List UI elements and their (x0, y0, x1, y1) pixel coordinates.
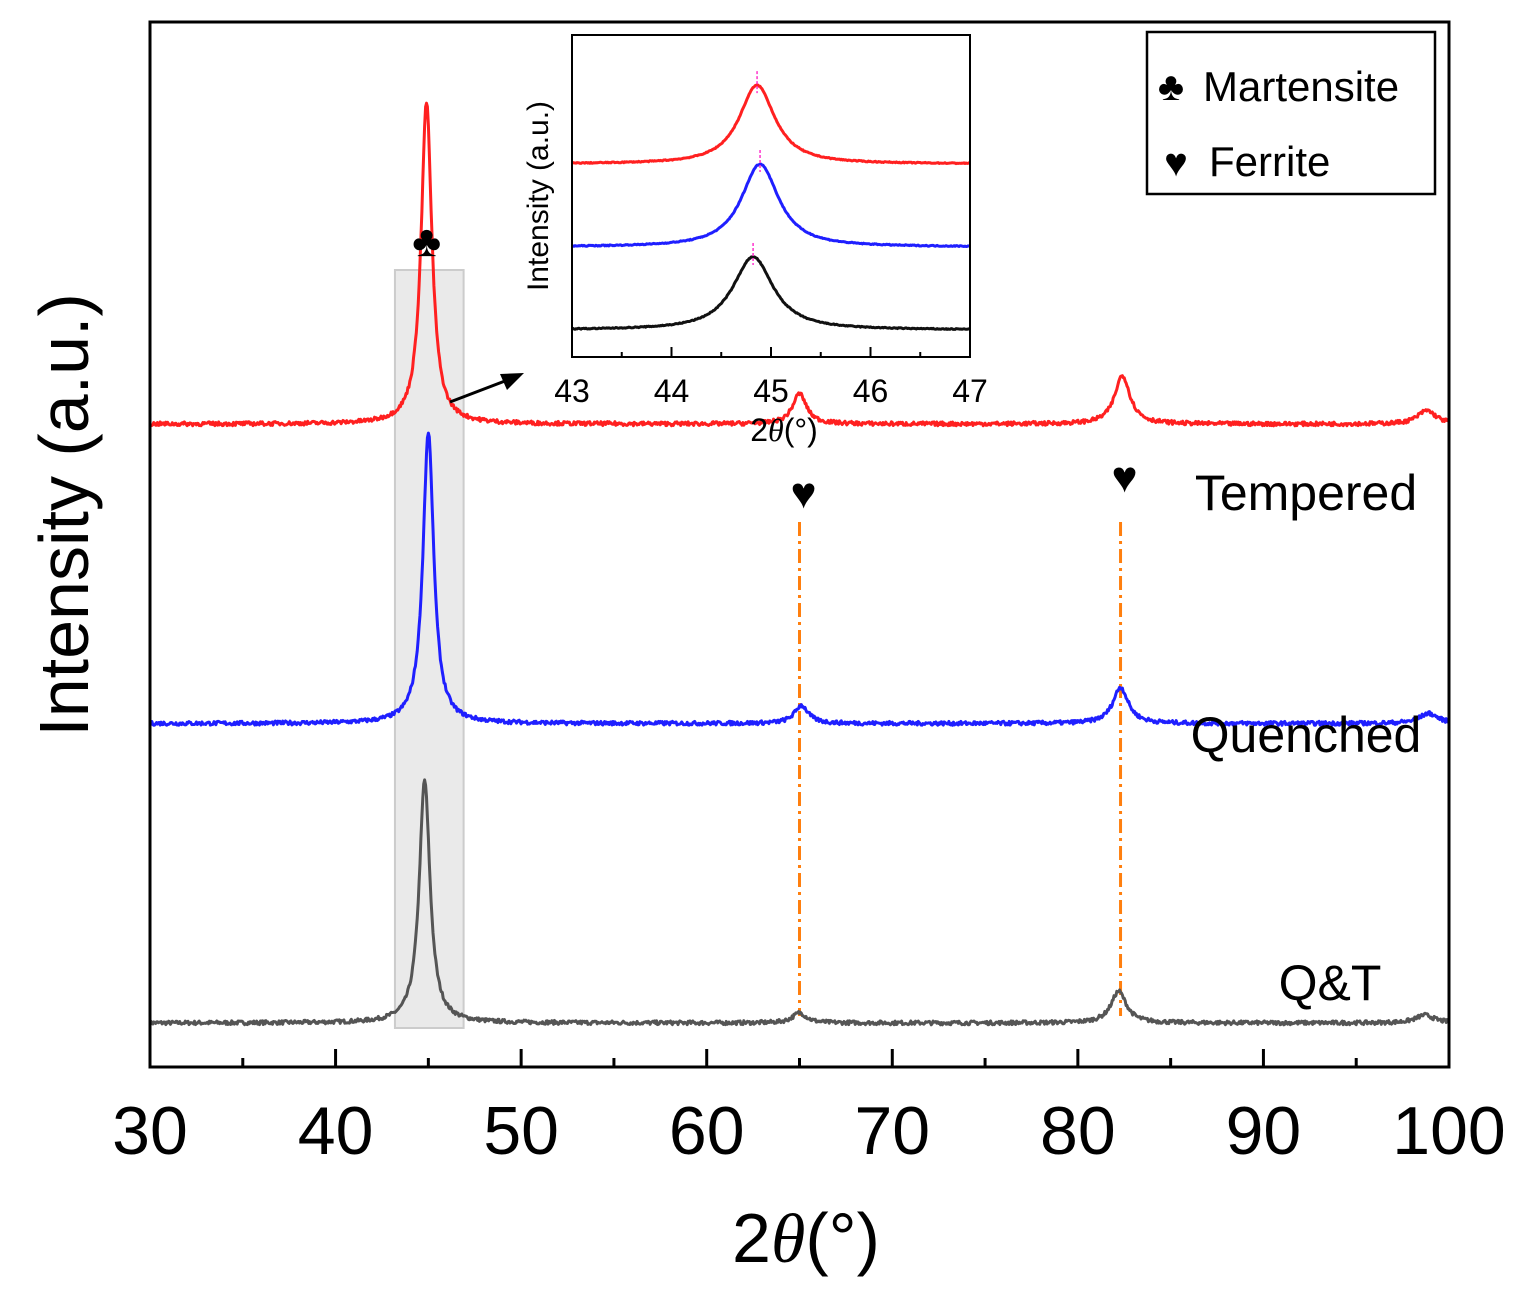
series-line-quenched (148, 431, 1451, 727)
x-axis-title-unit: (°) (805, 1199, 880, 1277)
x-axis-title-prefix: 2 (732, 1199, 771, 1277)
x-axis-tick-labels: 30 40 50 60 70 80 90 100 (112, 1093, 1506, 1169)
inset-x-axis-title-theta: θ (768, 412, 784, 448)
inset-x-axis-ticks (571, 347, 971, 357)
inset-series-group (571, 83, 971, 331)
inset-x-tick-label: 45 (753, 373, 789, 409)
inset-x-axis-title-prefix: 2 (750, 412, 768, 448)
x-tick-label: 40 (298, 1093, 374, 1169)
inset-series-line-tempered (571, 83, 971, 166)
legend-ferrite-label: Ferrite (1209, 138, 1330, 185)
x-tick-label: 60 (669, 1093, 745, 1169)
series-label-tempered: Tempered (1195, 465, 1417, 521)
ferrite-peak-marker: ♥ (790, 469, 816, 518)
x-tick-label: 100 (1392, 1093, 1505, 1169)
zoom-arrow (449, 373, 524, 404)
y-axis-title: Intensity (a.u.) (25, 293, 103, 737)
series-line-tempered (148, 101, 1450, 428)
series-labels: Q&T Quenched Tempered (1191, 465, 1422, 1011)
phase-markers: ♣ ♥ ♥ (412, 217, 1137, 518)
legend-box (1145, 30, 1437, 196)
x-tick-label: 90 (1226, 1093, 1302, 1169)
inset-series-line-quenched (571, 162, 971, 248)
inset-x-tick-label: 47 (952, 373, 988, 409)
highlight-region (393, 269, 465, 1029)
inset-x-axis-tick-labels: 43 44 45 46 47 (554, 373, 988, 409)
highlight-rect (393, 269, 465, 1029)
inset-x-tick-label: 43 (554, 373, 590, 409)
series-group (148, 101, 1451, 1027)
inset-peak-markers (752, 71, 761, 265)
x-tick-label: 30 (112, 1093, 188, 1169)
series-line-q-t (148, 778, 1450, 1027)
legend-martensite-symbol: ♣ (1158, 65, 1184, 109)
inset-y-axis-title: Intensity (a.u.) (522, 101, 555, 291)
x-tick-label: 70 (854, 1093, 930, 1169)
x-axis-title: 2θ(°) (732, 1199, 880, 1278)
inset-background (572, 35, 970, 357)
ferrite-peak-marker: ♥ (1111, 453, 1137, 502)
x-axis-title-theta: θ (771, 1201, 805, 1278)
legend: ♣ Martensite ♥ Ferrite (1145, 30, 1437, 196)
legend-ferrite-symbol: ♥ (1164, 141, 1188, 185)
inset-x-tick-label: 44 (654, 373, 690, 409)
inset-series-line-q-t (571, 255, 971, 331)
inset-x-tick-label: 46 (853, 373, 889, 409)
x-tick-label: 80 (1040, 1093, 1116, 1169)
series-label-q-t: Q&T (1279, 955, 1382, 1011)
x-axis-ticks (148, 1049, 1451, 1067)
series-label-quenched: Quenched (1191, 707, 1422, 763)
martensite-peak-marker: ♣ (412, 217, 441, 266)
inset-chart: 43 44 45 46 47 Intensity (a.u.) 2θ(°) (522, 34, 988, 448)
inset-x-axis-title-unit: (°) (784, 412, 818, 448)
legend-martensite-label: Martensite (1203, 63, 1399, 110)
inset-x-axis-title: 2θ(°) (750, 412, 818, 448)
x-tick-label: 50 (483, 1093, 559, 1169)
reference-lines (798, 522, 1123, 1016)
